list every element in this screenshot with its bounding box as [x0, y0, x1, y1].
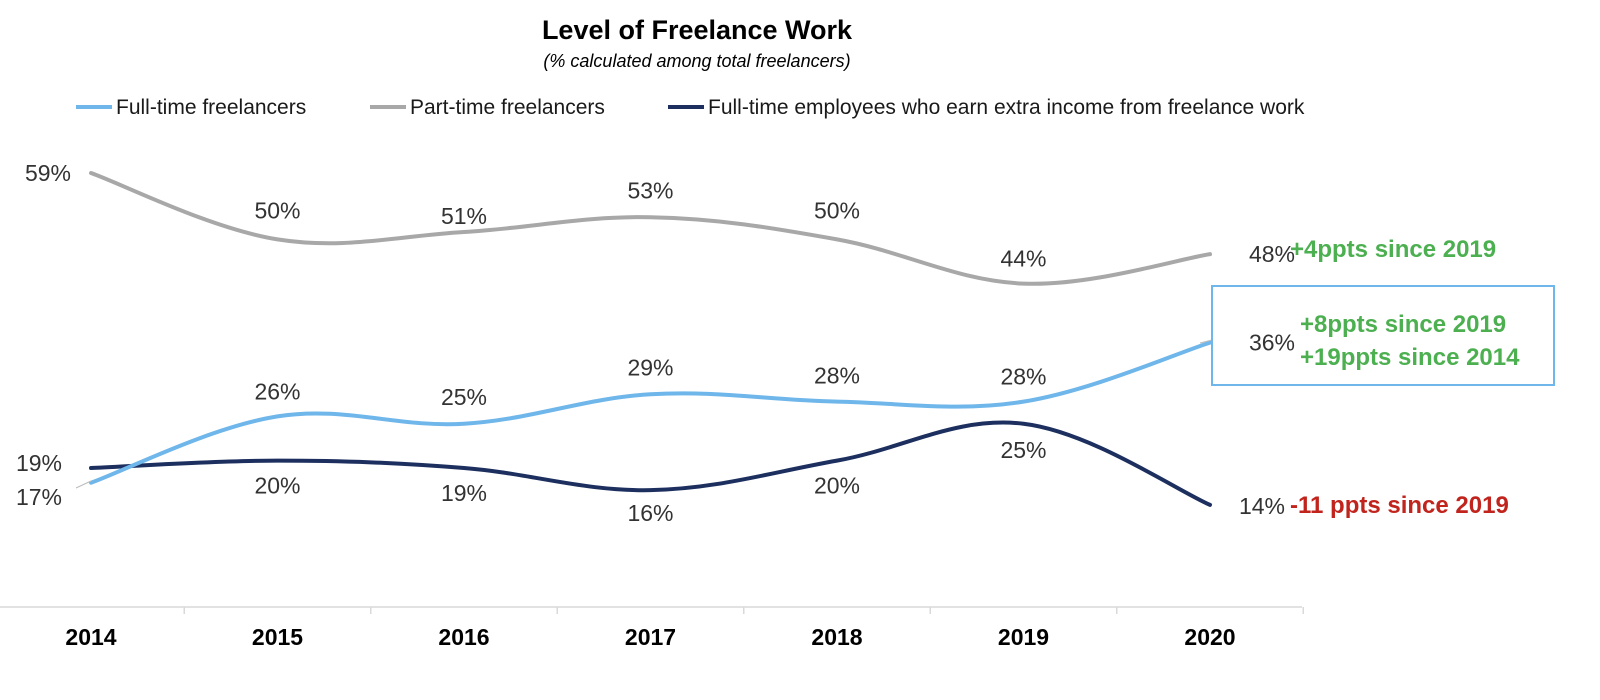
x-tick-label-2020: 2020	[1184, 624, 1235, 650]
data-label-full-time-employees-2014: 19%	[16, 450, 62, 476]
data-labels: 17% 26% 25% 29% 28% 28% 36% 59% 50% 51% 53% 50% 44% 4…	[16, 160, 1295, 526]
x-tick-label-2017: 2017	[625, 624, 676, 650]
x-tick-label-2018: 2018	[811, 624, 862, 650]
annotation-full-time-change-2014: +19ppts since 2014	[1300, 344, 1520, 371]
series-line-part-time-freelancers	[89, 171, 1212, 286]
data-label-full-time-employees-2016: 19%	[441, 480, 487, 506]
data-label-full-time-employees-2018: 20%	[814, 473, 860, 499]
annotation-part-time-change: +4ppts since 2019	[1290, 236, 1496, 263]
data-label-full-time-freelancers-2014: 17%	[16, 484, 62, 510]
series-line-full-time-freelancers	[89, 340, 1212, 485]
x-tick-label-2014: 2014	[65, 624, 116, 650]
annotation-full-time-change-2019: +8ppts since 2019	[1300, 311, 1506, 338]
leader-line-2020-full-time-freelancers	[1199, 339, 1213, 344]
data-label-part-time-freelancers-2014: 59%	[25, 160, 71, 186]
annotation-box	[1211, 285, 1555, 386]
data-label-full-time-freelancers-2020: 36%	[1249, 330, 1295, 356]
data-label-part-time-freelancers-2020: 48%	[1249, 241, 1295, 267]
data-label-full-time-employees-2015: 20%	[254, 473, 300, 499]
legend-label-full-time-employees: Full-time employees who earn extra incom…	[708, 96, 1305, 119]
data-label-full-time-employees-2019: 25%	[1000, 437, 1046, 463]
data-label-part-time-freelancers-2016: 51%	[441, 203, 487, 229]
chart-title: Level of Freelance Work	[542, 15, 853, 45]
x-tick-label-2015: 2015	[252, 624, 303, 650]
x-tick-label-2019: 2019	[998, 624, 1049, 650]
data-label-full-time-freelancers-2016: 25%	[441, 384, 487, 410]
x-axis-ticks	[183, 607, 1304, 614]
series-line-full-time-employees	[89, 420, 1212, 507]
data-label-part-time-freelancers-2017: 53%	[627, 177, 673, 203]
x-axis-labels: 2014 2015 2016 2017 2018 2019 2020	[65, 624, 1235, 650]
annotation-employees-change: -11 ppts since 2019	[1290, 492, 1509, 519]
data-label-part-time-freelancers-2018: 50%	[814, 197, 860, 223]
leader-line-2014-full-time-freelancers	[75, 480, 92, 489]
data-label-part-time-freelancers-2015: 50%	[254, 197, 300, 223]
data-label-part-time-freelancers-2019: 44%	[1000, 246, 1046, 272]
data-label-full-time-freelancers-2017: 29%	[627, 354, 673, 380]
data-label-full-time-freelancers-2015: 26%	[254, 378, 300, 404]
data-label-full-time-employees-2017: 16%	[627, 500, 673, 526]
chart-subtitle: (% calculated among total freelancers)	[543, 51, 850, 71]
series-lines	[89, 171, 1212, 507]
legend: Full-time freelancers Part-time freelanc…	[76, 96, 1305, 119]
legend-label-part-time-freelancers: Part-time freelancers	[410, 96, 605, 119]
leader-lines	[75, 339, 1213, 489]
data-label-full-time-freelancers-2019: 28%	[1000, 364, 1046, 390]
data-label-full-time-freelancers-2018: 28%	[814, 363, 860, 389]
x-tick-label-2016: 2016	[438, 624, 489, 650]
data-label-full-time-employees-2020: 14%	[1239, 493, 1285, 519]
legend-label-full-time-freelancers: Full-time freelancers	[116, 96, 306, 119]
